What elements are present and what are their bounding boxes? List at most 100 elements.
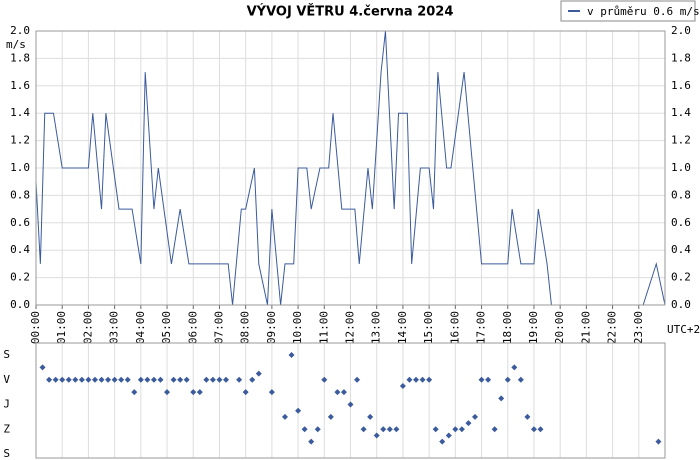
direction-point <box>65 376 72 383</box>
x-tick-label: 20:00 <box>553 311 566 344</box>
direction-point <box>524 413 531 420</box>
x-tick-label: 10:00 <box>291 311 304 344</box>
direction-point <box>354 376 361 383</box>
direction-point <box>295 407 302 414</box>
direction-point <box>511 364 518 371</box>
direction-point <box>399 382 406 389</box>
direction-point <box>491 426 498 433</box>
y-tick-label-right: 0.6 <box>671 216 691 229</box>
x-tick-label: 06:00 <box>186 311 199 344</box>
y-tick-label: 0.8 <box>10 188 30 201</box>
direction-point <box>209 376 216 383</box>
direction-point <box>393 426 400 433</box>
direction-point <box>268 389 275 396</box>
direction-point <box>655 438 662 445</box>
direction-point <box>46 376 53 383</box>
direction-point <box>216 376 223 383</box>
y-tick-label: V <box>3 373 10 386</box>
direction-point <box>347 401 354 408</box>
y-tick-label: 1.6 <box>10 79 30 92</box>
x-tick-label: 16:00 <box>448 311 461 344</box>
x-tick-label: 18:00 <box>501 311 514 344</box>
direction-point <box>498 395 505 402</box>
direction-point <box>164 389 171 396</box>
direction-point <box>203 376 210 383</box>
direction-point <box>52 376 59 383</box>
x-tick-label: 19:00 <box>527 311 540 344</box>
y-tick-label: 2.0 <box>10 24 30 37</box>
x-tick-label: 04:00 <box>134 311 147 344</box>
y-tick-label-right: 0.0 <box>671 298 691 311</box>
x-tick-label: 14:00 <box>396 311 409 344</box>
direction-point <box>301 426 308 433</box>
direction-point <box>367 413 374 420</box>
direction-point <box>72 376 79 383</box>
direction-point <box>59 376 66 383</box>
direction-point <box>144 376 151 383</box>
direction-point <box>321 376 328 383</box>
direction-point <box>111 376 118 383</box>
y-tick-label-right: 1.0 <box>671 161 691 174</box>
x-tick-label: 23:00 <box>632 311 645 344</box>
direction-point <box>471 413 478 420</box>
direction-point <box>439 438 446 445</box>
direction-point <box>150 376 157 383</box>
x-tick-label: 22:00 <box>606 311 619 344</box>
direction-point <box>458 426 465 433</box>
direction-point <box>288 352 295 358</box>
x-tick-label: 21:00 <box>579 311 592 344</box>
direction-point <box>124 376 131 383</box>
direction-point <box>255 370 262 377</box>
direction-point <box>445 432 452 439</box>
wind-line <box>35 30 666 306</box>
direction-point <box>281 413 288 420</box>
direction-point <box>530 426 537 433</box>
direction-point <box>373 432 380 439</box>
y-tick-label: 0.4 <box>10 243 30 256</box>
direction-point <box>85 376 92 383</box>
direction-point <box>478 376 485 383</box>
direction-point <box>360 426 367 433</box>
direction-point <box>105 376 112 383</box>
y-tick-label-right: 0.4 <box>671 243 691 256</box>
y-tick-label: 1.0 <box>10 161 30 174</box>
direction-point <box>249 376 256 383</box>
y-axis-label: m/s <box>6 38 26 51</box>
y-tick-label: 0.0 <box>10 298 30 311</box>
y-tick-label: S <box>3 447 10 460</box>
y-tick-label: 0.6 <box>10 216 30 229</box>
direction-point <box>413 376 420 383</box>
y-tick-label-right: 1.6 <box>671 79 691 92</box>
plot-border <box>35 30 666 306</box>
y-tick-label-right: 0.2 <box>671 271 691 284</box>
direction-point <box>465 420 472 427</box>
x-axis-label: UTC+2 <box>667 323 700 336</box>
direction-point <box>406 376 413 383</box>
x-tick-label: 01:00 <box>55 311 68 344</box>
direction-point <box>308 438 315 445</box>
direction-point <box>190 389 197 396</box>
direction-point <box>485 376 492 383</box>
x-tick-label: 03:00 <box>108 311 121 344</box>
y-tick-label-right: 2.0 <box>671 24 691 37</box>
y-tick-label: 0.2 <box>10 271 30 284</box>
direction-point <box>98 376 105 383</box>
x-tick-label: 08:00 <box>239 311 252 344</box>
direction-point <box>183 376 190 383</box>
chart-title: VÝVOJ VĚTRU 4.června 2024 <box>247 4 454 20</box>
y-tick-label-right: 1.2 <box>671 134 691 147</box>
direction-point <box>419 376 426 383</box>
y-tick-label-right: 1.4 <box>671 106 691 119</box>
x-tick-label: 11:00 <box>317 311 330 344</box>
direction-point <box>432 426 439 433</box>
y-tick-label: 1.2 <box>10 134 30 147</box>
x-tick-label: 00:00 <box>29 311 42 344</box>
direction-point <box>157 376 164 383</box>
x-tick-label: 05:00 <box>160 311 173 344</box>
y-tick-label-right: 0.8 <box>671 188 691 201</box>
direction-point <box>517 376 524 383</box>
direction-point <box>426 376 433 383</box>
legend-label: v průměru 0.6 m/s <box>587 5 700 18</box>
direction-point <box>223 376 230 383</box>
